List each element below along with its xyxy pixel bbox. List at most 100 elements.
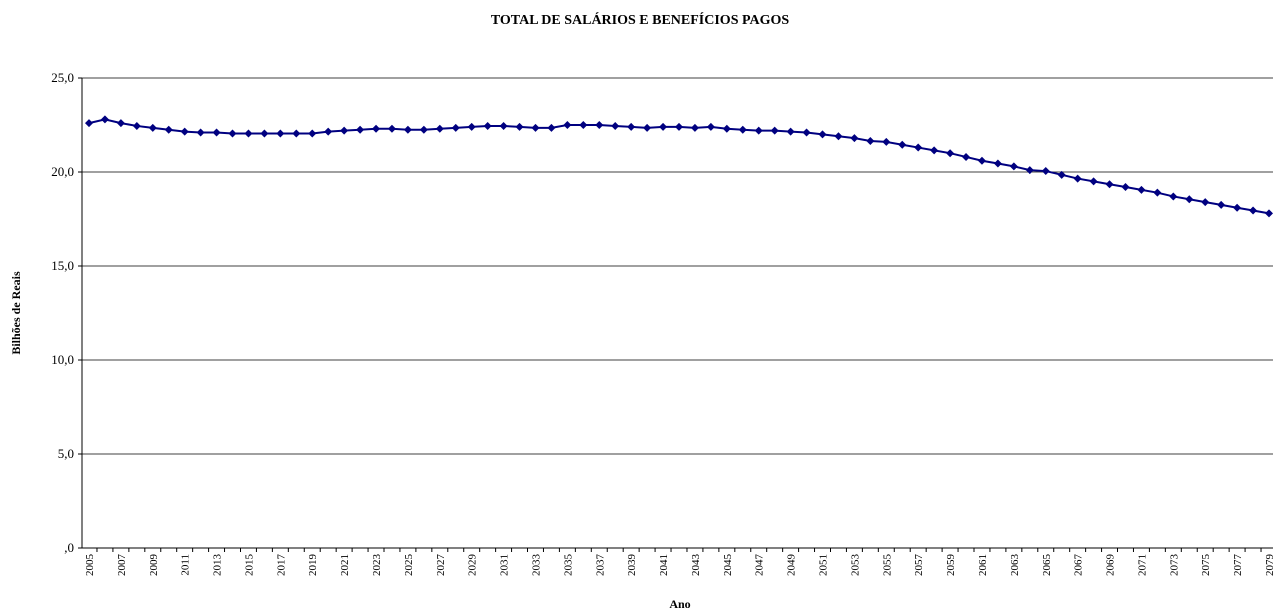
point	[1041, 167, 1050, 176]
point	[387, 124, 396, 133]
x-tick-label: 2077	[1232, 554, 1244, 577]
x-tick-label: 2009	[148, 554, 160, 577]
point	[611, 121, 620, 130]
x-tick-label: 2015	[243, 554, 255, 577]
point	[403, 125, 412, 134]
point	[914, 143, 923, 152]
x-tick-label: 2059	[945, 554, 957, 577]
point	[962, 152, 971, 161]
x-tick-label: 2029	[467, 554, 479, 577]
x-tick-label: 2013	[212, 554, 224, 577]
point	[356, 125, 365, 134]
x-tick-label: 2031	[499, 554, 511, 576]
point	[276, 129, 285, 138]
point	[754, 126, 763, 135]
point	[770, 126, 779, 135]
x-tick-label: 2045	[722, 554, 734, 577]
x-tick-label: 2027	[435, 554, 447, 577]
point	[324, 127, 333, 136]
x-tick-label: 2073	[1168, 554, 1180, 577]
point	[515, 122, 524, 131]
point	[196, 128, 205, 137]
point	[1121, 183, 1130, 192]
x-tick-label: 2075	[1200, 554, 1212, 577]
x-axis-title: Ano	[669, 597, 690, 611]
point	[802, 128, 811, 137]
point	[340, 126, 349, 135]
point	[1201, 198, 1210, 207]
point	[1169, 192, 1178, 201]
point	[132, 121, 141, 130]
x-tick-label: 2021	[339, 554, 351, 576]
y-tick-label: 10,0	[51, 352, 74, 367]
x-tick-label: 2071	[1136, 554, 1148, 576]
y-tick-label: 5,0	[58, 446, 74, 461]
point	[1089, 177, 1098, 186]
point	[1073, 174, 1082, 183]
point	[308, 129, 317, 138]
y-tick-label: 25,0	[51, 70, 74, 85]
point	[228, 129, 237, 138]
point	[946, 149, 955, 158]
point	[690, 123, 699, 132]
point	[595, 121, 604, 129]
point	[834, 132, 843, 141]
x-tick-label: 2079	[1264, 554, 1273, 577]
x-tick-label: 2007	[116, 554, 128, 577]
x-tick-label: 2061	[977, 554, 989, 576]
x-tick-label: 2011	[180, 554, 192, 576]
point	[866, 136, 875, 145]
y-tick-label: 15,0	[51, 258, 74, 273]
point	[531, 123, 540, 132]
point	[722, 124, 731, 133]
point	[372, 124, 381, 133]
point	[850, 134, 859, 143]
point	[563, 121, 572, 129]
point	[1025, 166, 1034, 175]
x-tick-label: 2037	[594, 554, 606, 577]
point	[675, 122, 683, 131]
point	[1105, 180, 1114, 189]
y-axis-title: Bilhões de Reais	[9, 271, 23, 355]
x-tick-label: 2023	[371, 554, 383, 577]
x-tick-label: 2041	[658, 554, 670, 576]
x-tick-label: 2067	[1073, 554, 1085, 577]
point	[148, 123, 157, 132]
x-tick-label: 2055	[881, 554, 893, 577]
point	[1265, 209, 1273, 218]
point	[212, 128, 221, 137]
x-tick-label: 2035	[562, 554, 574, 577]
x-tick-label: 2053	[849, 554, 861, 577]
point	[435, 124, 444, 133]
point	[786, 127, 795, 136]
x-tick-label: 2049	[786, 554, 798, 577]
point	[164, 125, 173, 134]
point	[818, 130, 827, 139]
x-tick-label: 2033	[530, 554, 542, 577]
point	[1009, 162, 1018, 171]
x-tick-label: 2043	[690, 554, 702, 577]
x-tick-label: 2019	[307, 554, 319, 577]
x-tick-label: 2065	[1041, 554, 1053, 577]
y-tick-label: 20,0	[51, 164, 74, 179]
x-tick-label: 2039	[626, 554, 638, 577]
point	[244, 129, 253, 138]
point	[706, 122, 715, 131]
point	[1233, 203, 1242, 212]
x-tick-label: 2057	[913, 554, 925, 577]
point	[451, 123, 460, 132]
point	[1153, 188, 1162, 197]
x-tick-label: 2005	[84, 554, 96, 577]
x-tick-label: 2017	[275, 554, 287, 577]
point	[738, 125, 747, 134]
point	[1137, 185, 1146, 194]
point	[100, 115, 109, 124]
x-tick-label: 2051	[818, 554, 830, 576]
point	[579, 121, 588, 129]
point	[898, 140, 907, 149]
x-tick-label: 2025	[403, 554, 415, 577]
y-tick-label: ,0	[64, 540, 74, 555]
point	[1249, 206, 1258, 215]
chart-title: TOTAL DE SALÁRIOS E BENEFÍCIOS PAGOS	[491, 11, 790, 28]
